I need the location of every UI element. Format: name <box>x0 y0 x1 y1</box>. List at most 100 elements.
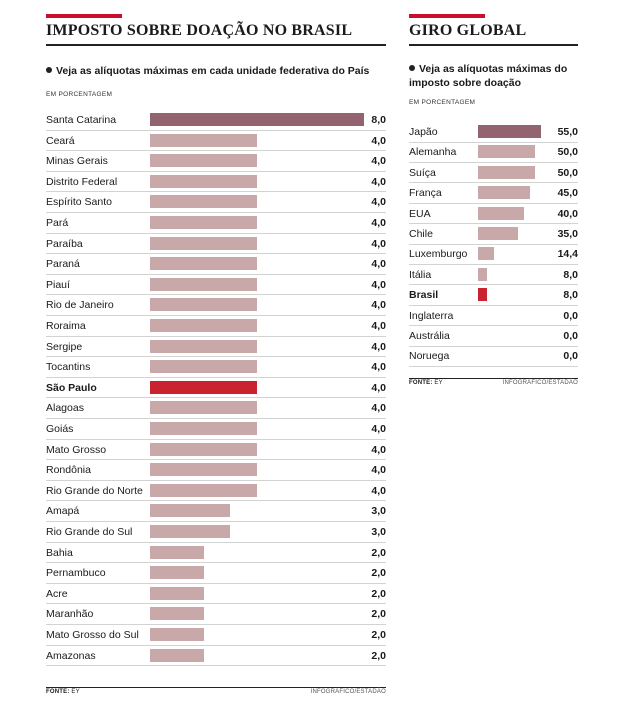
bar-row: Luxemburgo 14,4 <box>409 244 578 265</box>
source-label: FONTE: <box>409 380 433 386</box>
value-label: 2,0 <box>371 546 386 559</box>
category-label: Paraná <box>46 258 80 271</box>
category-label: Ceará <box>46 134 75 147</box>
value-label: 8,0 <box>371 114 386 126</box>
bar-row: Bahia 2,0 <box>46 543 386 564</box>
title-accent-bar <box>46 14 122 18</box>
chart-footer: FONTE: EY INFOGRÁFICO/ESTADÃO <box>46 687 386 697</box>
chart-subtitle: Veja as alíquotas máximas em cada unidad… <box>46 64 386 78</box>
value-label: 3,0 <box>371 526 386 538</box>
category-label: Noruega <box>409 350 450 363</box>
value-label: 40,0 <box>557 207 578 220</box>
category-label: Roraima <box>46 320 86 332</box>
bar <box>478 267 488 281</box>
value-label: 4,0 <box>371 299 386 312</box>
category-label: Rondônia <box>46 464 91 477</box>
category-label: França <box>409 187 442 200</box>
value-label: 4,0 <box>371 237 386 250</box>
category-label: Amazonas <box>46 649 96 662</box>
category-label: São Paulo <box>46 381 97 394</box>
bar-row: Amapá 3,0 <box>46 501 386 522</box>
bar <box>150 257 257 271</box>
value-label: 4,0 <box>371 423 386 435</box>
bar-row: Maranhão 2,0 <box>46 604 386 625</box>
bar <box>150 360 257 374</box>
value-label: 0,0 <box>563 309 578 322</box>
bar-row: Goiás 4,0 <box>46 419 386 440</box>
bar <box>478 227 519 240</box>
category-label: Chile <box>409 228 433 240</box>
category-label: Amapá <box>46 505 80 518</box>
bar-row: Pará 4,0 <box>46 213 386 234</box>
bar-row: Alagoas 4,0 <box>46 398 386 419</box>
bar <box>150 380 257 394</box>
value-label: 4,0 <box>371 443 386 456</box>
chart-subtitle: Veja as alíquotas máximas do imposto sob… <box>409 62 578 90</box>
category-label: Rio de Janeiro <box>46 299 114 312</box>
chart-title: GIRO GLOBAL <box>409 22 578 46</box>
category-label: Distrito Federal <box>46 175 118 188</box>
bar-row: Rondônia 4,0 <box>46 460 386 481</box>
bar-row: Roraima 4,0 <box>46 316 386 337</box>
chart-title: IMPOSTO SOBRE DOAÇÃO NO BRASIL <box>46 22 386 46</box>
category-label: Paraíba <box>46 237 83 250</box>
bar-row: Amazonas 2,0 <box>46 646 386 667</box>
value-label: 3,0 <box>371 505 386 518</box>
bar-row: Itália 8,0 <box>409 265 578 286</box>
value-label: 8,0 <box>563 268 578 281</box>
category-label: Mato Grosso <box>46 443 107 456</box>
category-label: Alagoas <box>46 402 84 415</box>
value-label: 4,0 <box>371 402 386 415</box>
bar <box>478 247 495 261</box>
category-label: Inglaterra <box>409 309 454 322</box>
bar-row: Alemanha 50,0 <box>409 142 578 163</box>
bar <box>150 298 257 312</box>
bar <box>150 463 257 477</box>
bar-row: Ceará 4,0 <box>46 131 386 152</box>
title-accent-bar <box>409 14 485 18</box>
bar <box>150 525 231 538</box>
bar <box>150 483 257 497</box>
bar-row: Acre 2,0 <box>46 584 386 605</box>
bar-row: Santa Catarina 8,0 <box>46 110 386 131</box>
bar <box>478 145 536 159</box>
bar-row: Minas Gerais 4,0 <box>46 151 386 172</box>
bar-row: Chile 35,0 <box>409 224 578 245</box>
bullet-icon <box>409 65 415 71</box>
category-label: Goiás <box>46 423 74 435</box>
source-note: FONTE: EY <box>46 689 80 695</box>
value-label: 2,0 <box>371 587 386 600</box>
value-label: 4,0 <box>371 340 386 353</box>
value-label: 4,0 <box>371 278 386 291</box>
category-label: Santa Catarina <box>46 114 117 126</box>
bar-row: França 45,0 <box>409 183 578 204</box>
bar-row: São Paulo 4,0 <box>46 378 386 399</box>
bar-row: EUA 40,0 <box>409 204 578 225</box>
category-label: Tocantins <box>46 361 91 374</box>
bar <box>150 339 257 353</box>
bar <box>478 165 536 179</box>
category-label: Minas Gerais <box>46 155 108 168</box>
category-label: Maranhão <box>46 608 94 621</box>
bar <box>150 401 257 415</box>
bar <box>150 195 257 209</box>
bar <box>150 628 204 641</box>
category-label: EUA <box>409 207 431 220</box>
value-label: 4,0 <box>371 361 386 374</box>
bar-row: Distrito Federal 4,0 <box>46 172 386 193</box>
category-label: Bahia <box>46 546 73 559</box>
value-label: 4,0 <box>371 134 386 147</box>
bar <box>150 113 364 126</box>
subtitle-text: Veja as alíquotas máximas em cada unidad… <box>56 65 370 77</box>
value-label: 4,0 <box>371 320 386 332</box>
category-label: Rio Grande do Norte <box>46 484 143 497</box>
value-label: 45,0 <box>557 187 578 200</box>
bar <box>478 125 541 138</box>
bar-row: Austrália 0,0 <box>409 326 578 347</box>
category-label: Pará <box>46 217 69 229</box>
source-note: FONTE: EY <box>409 380 443 386</box>
category-label: Brasil <box>409 289 439 302</box>
value-label: 4,0 <box>371 155 386 168</box>
bar-row: Pernambuco 2,0 <box>46 563 386 584</box>
value-label: 4,0 <box>371 484 386 497</box>
